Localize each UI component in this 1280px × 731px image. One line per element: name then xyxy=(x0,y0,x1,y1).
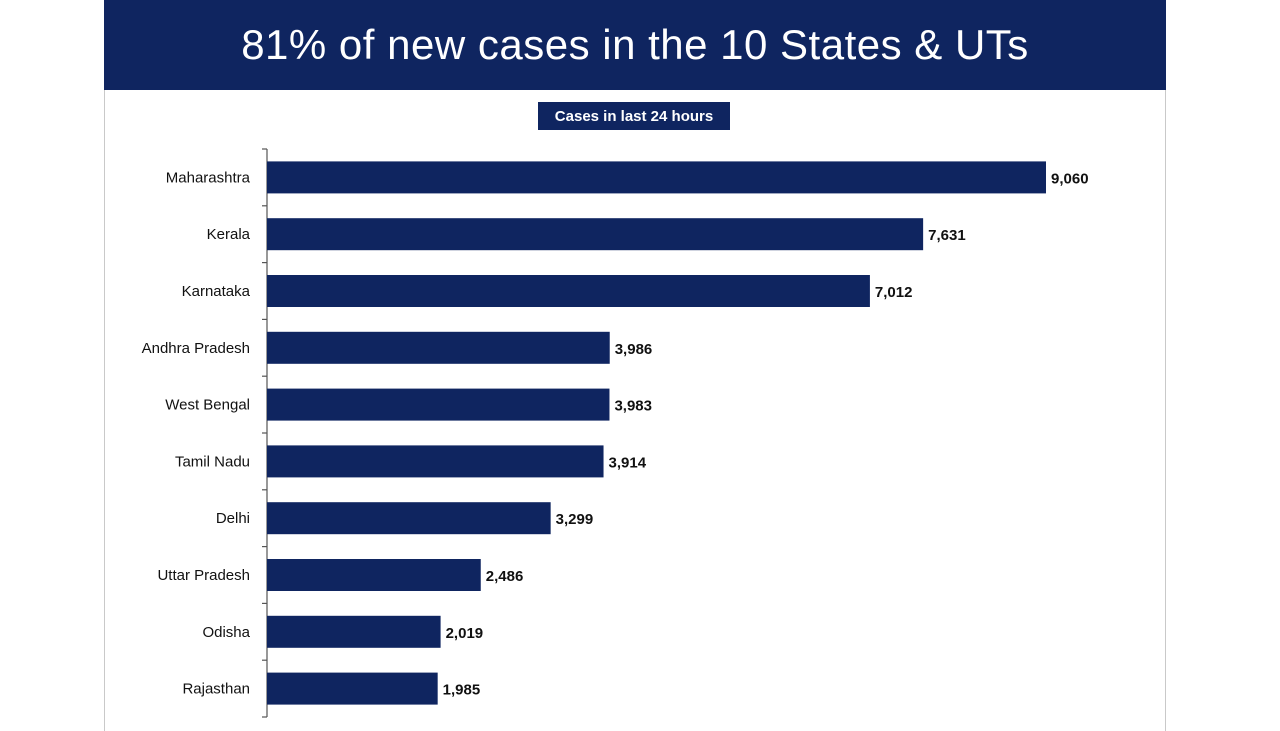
category-label: Uttar Pradesh xyxy=(157,567,250,584)
data-label: 9,060 xyxy=(1051,170,1089,187)
page-title: 81% of new cases in the 10 States & UTs xyxy=(241,21,1029,68)
category-label: Kerala xyxy=(207,226,251,243)
chart-title: Cases in last 24 hours xyxy=(538,102,730,130)
bar xyxy=(267,275,870,307)
category-label: Maharashtra xyxy=(166,169,251,186)
bar xyxy=(267,559,481,591)
category-label: Delhi xyxy=(216,510,250,527)
category-label: Tamil Nadu xyxy=(175,453,250,470)
bar xyxy=(267,672,438,705)
data-label: 3,986 xyxy=(615,341,653,358)
data-label: 7,631 xyxy=(928,227,966,244)
category-label: Rajasthan xyxy=(182,681,250,698)
bar xyxy=(267,161,1046,194)
data-label: 3,914 xyxy=(609,454,647,471)
category-label: Karnataka xyxy=(182,283,251,300)
data-label: 2,486 xyxy=(486,568,524,585)
bar xyxy=(267,331,610,364)
bar xyxy=(267,445,604,478)
title-banner: 81% of new cases in the 10 States & UTs xyxy=(104,0,1166,90)
bar xyxy=(267,502,551,535)
category-label: Odisha xyxy=(202,624,250,641)
bar xyxy=(267,388,610,421)
category-label: Andhra Pradesh xyxy=(142,340,250,357)
data-label: 3,983 xyxy=(614,398,652,415)
data-label: 7,012 xyxy=(875,284,913,301)
category-label: West Bengal xyxy=(165,397,250,414)
data-label: 1,985 xyxy=(443,682,481,699)
data-label: 3,299 xyxy=(556,511,594,528)
data-label: 2,019 xyxy=(446,625,484,642)
bar xyxy=(267,218,924,251)
bar xyxy=(267,615,441,648)
